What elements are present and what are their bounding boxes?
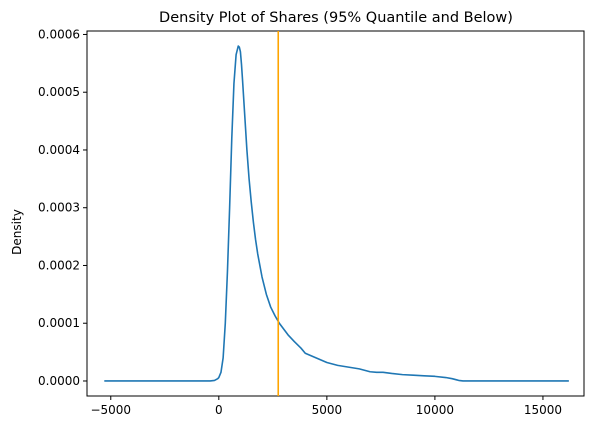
y-axis-ticks: 0.0000 0.0001 0.0002 0.0003 0.0004 0.0005 0.00… bbox=[38, 27, 87, 388]
y-tick-label: 0.0001 bbox=[38, 316, 80, 330]
y-tick-label: 0.0006 bbox=[38, 27, 80, 41]
y-tick-label: 0.0005 bbox=[38, 85, 80, 99]
x-tick-label: −5000 bbox=[90, 403, 131, 417]
x-tick-label: 10000 bbox=[416, 403, 454, 417]
x-axis-ticks: −5000 0 5000 10000 15000 bbox=[90, 396, 562, 417]
plot-frame bbox=[86, 30, 585, 397]
x-tick-label: 15000 bbox=[524, 403, 562, 417]
y-axis-label: Density bbox=[10, 209, 24, 255]
y-tick-label: 0.0004 bbox=[38, 143, 80, 157]
density-line bbox=[104, 45, 569, 382]
x-tick-label: 5000 bbox=[312, 403, 343, 417]
chart-title: Density Plot of Shares (95% Quantile and… bbox=[159, 10, 513, 26]
x-tick-label: 0 bbox=[215, 403, 223, 417]
y-tick-label: 0.0002 bbox=[38, 258, 80, 272]
y-tick-label: 0.0003 bbox=[38, 201, 80, 215]
y-tick-label: 0.0000 bbox=[38, 374, 80, 388]
